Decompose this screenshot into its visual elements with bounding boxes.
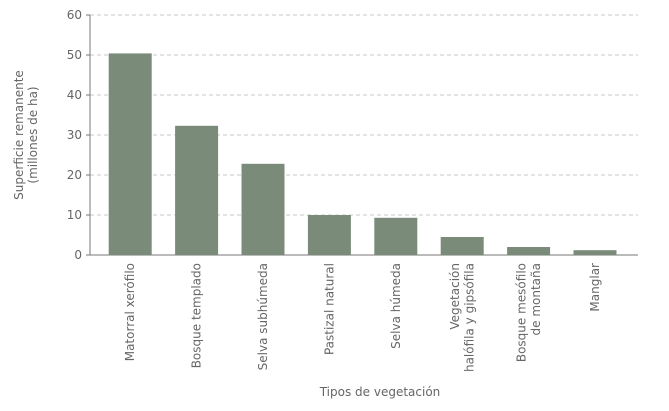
y-tick-label: 20 <box>67 168 82 182</box>
bar <box>175 125 219 255</box>
y-tick-label: 40 <box>67 88 82 102</box>
bar <box>374 217 418 255</box>
x-tick-label: Bosque templado <box>190 263 204 368</box>
y-tick-label: 50 <box>67 48 82 62</box>
y-tick-label: 30 <box>67 128 82 142</box>
y-tick-label: 60 <box>67 8 82 22</box>
y-tick-label: 10 <box>67 208 82 222</box>
x-tick-label: Manglar <box>588 263 602 312</box>
bar <box>241 163 285 255</box>
bar <box>307 215 351 255</box>
bar <box>440 237 484 255</box>
x-tick-label: Selva húmeda <box>389 263 403 349</box>
x-tick-label: Selva subhúmeda <box>256 263 270 370</box>
bar <box>108 53 152 256</box>
x-tick-label: Bosque mesófilode montaña <box>514 263 542 362</box>
x-tick-label: Vegetaciónhalófila y gipsófila <box>448 263 476 372</box>
bar <box>573 250 617 255</box>
bar <box>507 247 551 255</box>
x-axis-title: Tipos de vegetación <box>319 385 441 399</box>
x-tick-label: Pastizal natural <box>322 263 336 355</box>
x-tick-label: Matorral xerófilo <box>123 263 137 361</box>
y-axis-title: Superficie remanente(millones de ha) <box>12 70 40 200</box>
y-tick-label: 0 <box>74 248 82 262</box>
